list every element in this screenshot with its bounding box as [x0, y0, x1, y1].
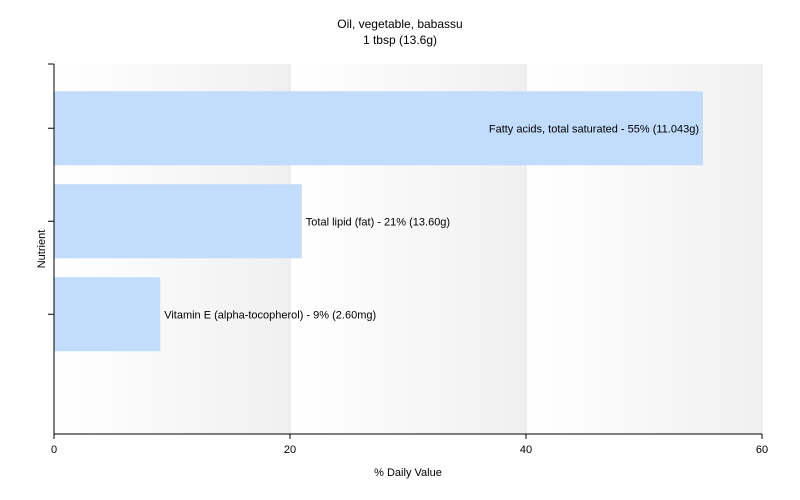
bar [54, 91, 703, 166]
bar-data-label: Total lipid (fat) - 21% (13.60g) [306, 216, 450, 228]
axes: 0 20 40 60 [48, 63, 768, 456]
x-tick-label: 60 [756, 444, 768, 456]
x-tick-label: 40 [520, 444, 532, 456]
data-labels: Fatty acids, total saturated - 55% (11.0… [164, 123, 699, 321]
chart-title: Oil, vegetable, babassu [337, 17, 463, 31]
chart-title-block: Oil, vegetable, babassu 1 tbsp (13.6g) [0, 16, 800, 48]
x-tick-label: 20 [284, 444, 296, 456]
x-tick-label: 0 [51, 444, 57, 456]
bars [54, 91, 703, 352]
bar-data-label: Vitamin E (alpha-tocopherol) - 9% (2.60m… [164, 309, 376, 321]
chart-subtitle: 1 tbsp (13.6g) [362, 33, 438, 47]
bar-data-label: Fatty acids, total saturated - 55% (11.0… [489, 123, 699, 135]
bar [54, 277, 161, 352]
x-axis-label: % Daily Value [374, 467, 442, 479]
bar [54, 184, 302, 259]
y-axis-label: Nutrient [36, 230, 48, 269]
